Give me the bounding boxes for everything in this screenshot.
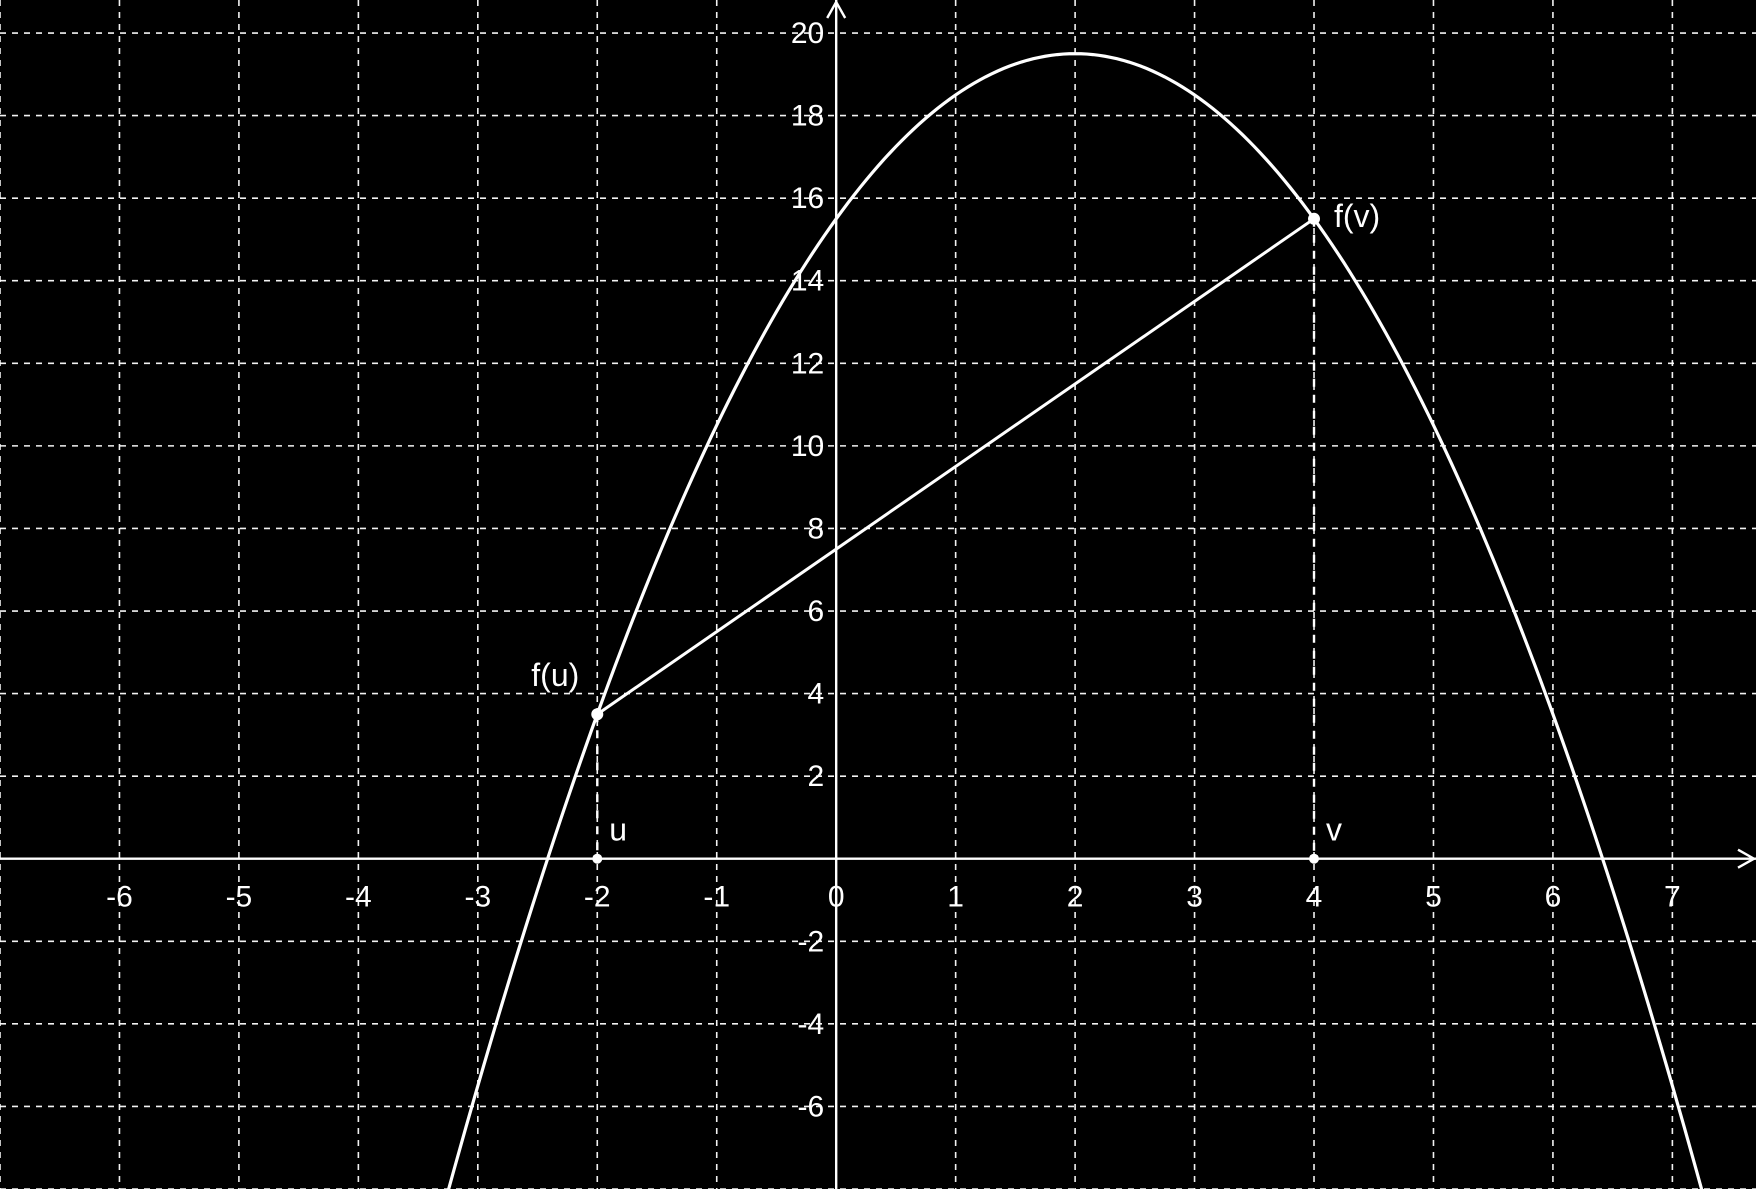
y-tick-label: 2 — [808, 760, 825, 793]
y-tick-label: 18 — [791, 100, 824, 133]
x-tick-label: 1 — [947, 881, 964, 914]
x-tick-label: -6 — [106, 881, 133, 914]
y-tick-label: 20 — [791, 17, 824, 50]
point-v-axis — [1309, 854, 1319, 864]
x-tick-label: 0 — [828, 881, 845, 914]
x-tick-label: -5 — [226, 881, 253, 914]
y-tick-label: 8 — [808, 512, 825, 545]
x-tick-label: -4 — [345, 881, 372, 914]
function-plot: -6-5-4-3-2-101234567-6-4-224681012141618… — [0, 0, 1756, 1189]
y-tick-label: 4 — [808, 678, 825, 711]
point-fv — [1308, 213, 1320, 225]
x-tick-label: 6 — [1545, 881, 1562, 914]
y-tick-label: -6 — [798, 1090, 825, 1123]
x-tick-label: 7 — [1664, 881, 1681, 914]
x-tick-label: -2 — [584, 881, 611, 914]
x-tick-label: 5 — [1425, 881, 1442, 914]
label-fv: f(v) — [1334, 198, 1380, 234]
label-fu: f(u) — [531, 657, 579, 693]
y-tick-label: 10 — [791, 430, 824, 463]
x-tick-label: -3 — [464, 881, 491, 914]
label-v: v — [1326, 812, 1342, 848]
x-tick-label: 2 — [1067, 881, 1084, 914]
y-tick-label: 12 — [791, 347, 824, 380]
x-tick-label: 3 — [1186, 881, 1203, 914]
y-tick-label: -2 — [798, 925, 825, 958]
y-tick-label: -4 — [798, 1008, 825, 1041]
plot-svg: -6-5-4-3-2-101234567-6-4-224681012141618… — [0, 0, 1756, 1189]
point-u-axis — [592, 854, 602, 864]
x-tick-label: 4 — [1306, 881, 1323, 914]
y-tick-label: 16 — [791, 182, 824, 215]
label-u: u — [609, 812, 627, 848]
y-tick-label: 6 — [808, 595, 825, 628]
x-tick-label: -1 — [703, 881, 730, 914]
point-fu — [591, 708, 603, 720]
